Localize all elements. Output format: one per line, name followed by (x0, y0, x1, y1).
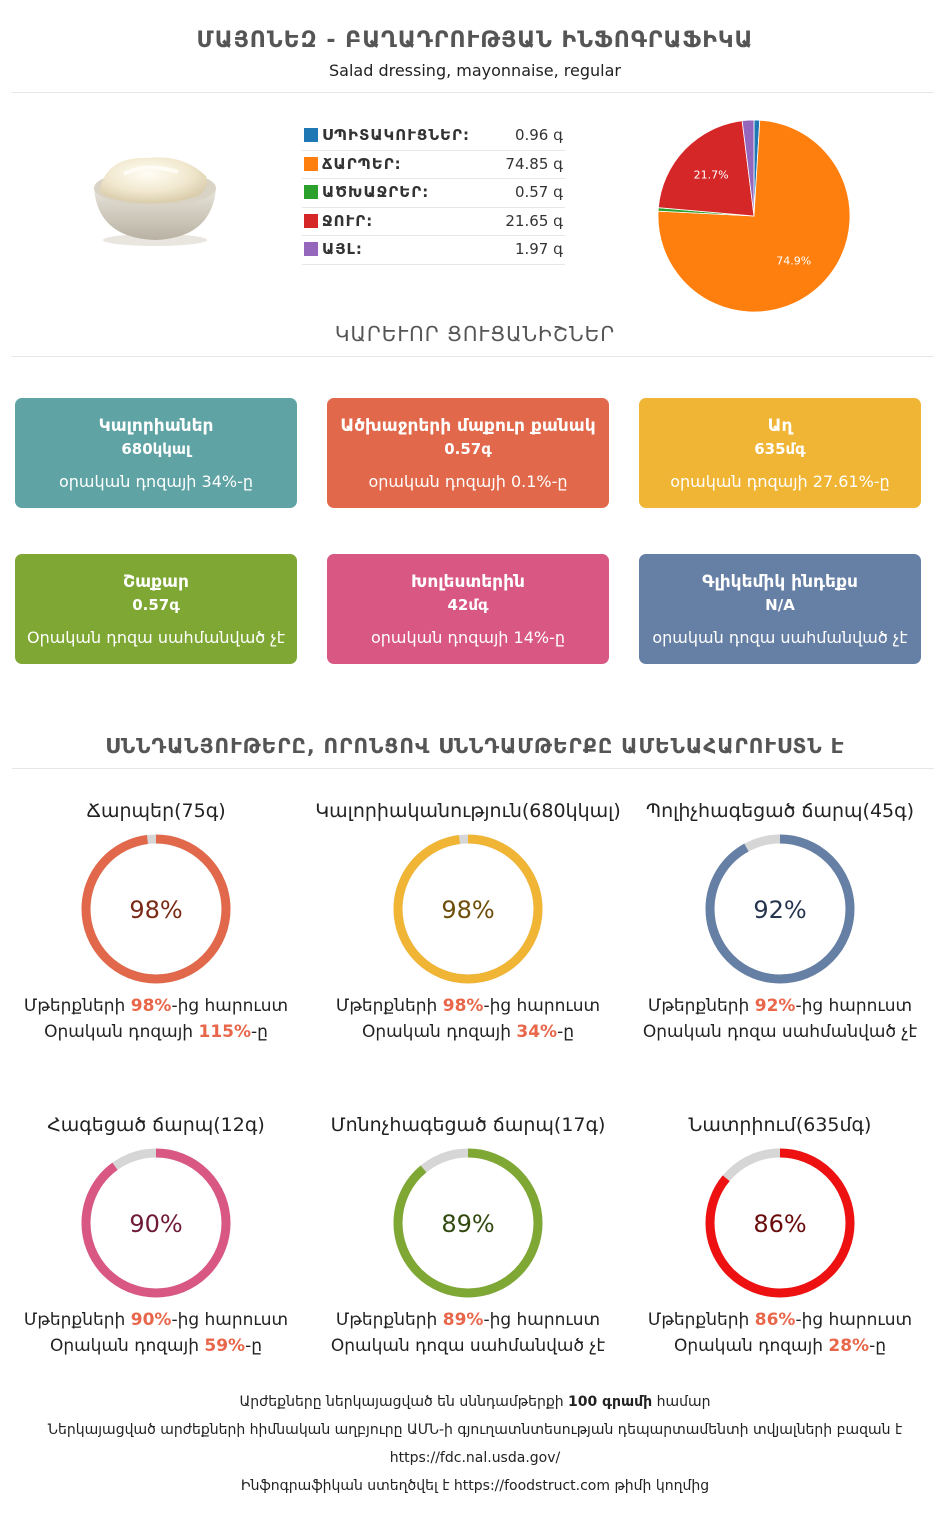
ring-arc (81, 834, 231, 984)
ring-arc (393, 834, 543, 984)
ring-title: Մոնոչհագեցած ճարպ(17գ) (330, 1114, 606, 1136)
macro-row-carbs: ԱԾԽԱՋՐԵՐ: 0.57 գ (302, 179, 565, 208)
progress-ring: 86% (705, 1148, 855, 1298)
ring-percent: 98% (129, 896, 182, 924)
ring-daily-text: Օրական դոզա սահմանված չէ (642, 1022, 918, 1042)
key-indicators-title: ԿԱՐԵՒՈՐ ՑՈՒՑԱՆԻՇՆԵՐ (334, 322, 616, 346)
macronutrient-table: ՍՊԻՏԱԿՈՒՑՆԵՐ: 0.96 գ ՃԱՐՊԵՐ: 74.85 գ ԱԾԽ… (302, 122, 565, 265)
legend-swatch (304, 242, 318, 256)
macro-value: 0.57 գ (514, 183, 563, 201)
ring-daily-text: Օրական դոզայի 59%-ը (49, 1336, 263, 1356)
ring-arc (393, 1148, 543, 1298)
progress-ring: 98% (81, 834, 231, 984)
macro-label: ՋՈՒՐ: (322, 211, 374, 230)
ring-arc (81, 1148, 231, 1298)
card-amount: 42մգ (447, 596, 489, 614)
card-title: Աղ (767, 416, 793, 436)
page-title: ՄԱՅՈՆԵԶ - ԲԱՂԱԴՐՈՒԹՅԱՆ ԻՆՖՈԳՐԱՖԻԿԱ (196, 28, 754, 53)
macronutrient-pie-chart: 74.9% 21.7% (657, 119, 851, 313)
footer-credit: Ինֆոգրաֆիկան ստեղծվել է https://foodstru… (240, 1478, 710, 1494)
footer-source-note: Ներկայացված արժեքների հիմնական աղբյուրը … (47, 1422, 903, 1438)
ring-percent: 98% (441, 896, 494, 924)
mayonnaise-bowl-image (94, 157, 216, 246)
card-title: Գլիկեմիկ ինդեքս (702, 572, 858, 592)
ring-rich-text: Մթերքների 92%-ից հարուստ (647, 996, 913, 1016)
divider (12, 768, 934, 769)
macro-row-other: ԱՅԼ: 1.97 գ (302, 236, 565, 265)
footer-note-per-100g: Արժեքները ներկայացված են սննդամթերքի 100… (239, 1394, 711, 1410)
macro-label: ԱՅԼ: (322, 240, 363, 258)
pie-slice (741, 119, 755, 217)
card-amount: 680կկալ (121, 440, 191, 458)
ring-arc (705, 1148, 855, 1298)
card-glycemic-index: Գլիկեմիկ ինդեքս N/A օրական դոզա սահմանվա… (639, 554, 921, 664)
pie-slice-label: 74.9% (776, 254, 811, 267)
macro-label: ԱԾԽԱՋՐԵՐ: (322, 183, 430, 201)
ring-daily-text: Օրական դոզայի 34%-ը (361, 1022, 575, 1042)
card-note: օրական դոզայի 14%-ը (371, 628, 565, 647)
macro-value: 74.85 գ (505, 154, 563, 173)
card-cholesterol: Խոլեստերին 42մգ օրական դոզայի 14%-ը (327, 554, 609, 664)
ring-percent: 86% (753, 1210, 806, 1238)
pie-slice (657, 120, 755, 217)
card-net-carbs: Ածխաջրերի մաքուր քանակ 0.57գ օրական դոզա… (327, 398, 609, 508)
ring-percent: 92% (753, 896, 806, 924)
rich-nutrients-title: ՍՆՆԴԱՆՅՈՒԹԵՐԸ, ՈՐՈՆՑՈՎ ՍՆՆԴԱՄԹԵՐՔԸ ԱՄԵՆԱ… (105, 734, 845, 758)
macro-value: 0.96 գ (514, 126, 563, 144)
legend-swatch (304, 213, 318, 228)
legend-swatch (304, 185, 318, 199)
card-title: Շաքար (123, 572, 189, 592)
card-note: օրական դոզա սահմանված չէ (652, 628, 908, 647)
ring-daily-text: Օրական դոզայի 28%-ը (673, 1336, 887, 1356)
card-title: Կալորիաներ (98, 416, 214, 436)
legend-swatch (304, 128, 318, 142)
card-sugar: Շաքար 0.57գ Օրական դոզա սահմանված չէ (15, 554, 297, 664)
macro-label: ՃԱՐՊԵՐ: (322, 154, 402, 173)
card-title: Ածխաջրերի մաքուր քանակ (340, 416, 596, 436)
ring-daily-text: Օրական դոզայի 115%-ը (44, 1022, 268, 1042)
card-amount: 635մգ (754, 440, 806, 458)
progress-ring: 89% (393, 1148, 543, 1298)
foodstruct-link[interactable]: https://foodstruct.com (453, 1478, 610, 1494)
card-amount: 0.57գ (444, 440, 492, 458)
divider (12, 356, 934, 357)
ring-rich-text: Մթերքների 89%-ից հարուստ (335, 1310, 601, 1330)
ring-title: Հագեցած ճարպ(12գ) (47, 1114, 265, 1136)
progress-ring: 90% (81, 1148, 231, 1298)
pie-slice-label: 21.7% (694, 169, 729, 182)
card-note: օրական դոզայի 27.61%-ը (670, 472, 890, 491)
ring-rich-text: Մթերքների 98%-ից հարուստ (23, 996, 289, 1016)
footer-source-link[interactable]: https://fdc.nal.usda.gov/ (389, 1450, 561, 1466)
ring-rich-text: Մթերքների 86%-ից հարուստ (647, 1310, 913, 1330)
ring-title: Ճարպեր(75գ) (86, 800, 226, 822)
card-salt: Աղ 635մգ օրական դոզայի 27.61%-ը (639, 398, 921, 508)
ring-rich-text: Մթերքների 98%-ից հարուստ (335, 996, 601, 1016)
card-amount: N/A (765, 596, 795, 614)
macro-row-water: ՋՈՒՐ: 21.65 գ (302, 208, 565, 236)
divider (12, 92, 934, 93)
ring-percent: 89% (441, 1210, 494, 1238)
card-amount: 0.57գ (132, 596, 180, 614)
ring-title: Կալորիականություն(680կկալ) (315, 800, 621, 822)
macro-label: ՍՊԻՏԱԿՈՒՑՆԵՐ: (322, 126, 470, 144)
legend-swatch (304, 156, 318, 171)
macro-value: 21.65 գ (505, 211, 563, 230)
ring-title: Պոլիչհագեցած ճարպ(45գ) (645, 800, 915, 822)
ring-percent: 90% (129, 1210, 182, 1238)
card-calories: Կալորիաներ 680կկալ օրական դոզայի 34%-ը (15, 398, 297, 508)
card-title: Խոլեստերին (411, 572, 525, 592)
page-subtitle: Salad dressing, mayonnaise, regular (329, 61, 621, 80)
macro-value: 1.97 գ (514, 240, 563, 258)
ring-title: Նատրիում(635մգ) (688, 1114, 872, 1136)
ring-daily-text: Օրական դոզա սահմանված չէ (330, 1336, 606, 1356)
progress-ring: 92% (705, 834, 855, 984)
progress-ring: 98% (393, 834, 543, 984)
ring-rich-text: Մթերքների 90%-ից հարուստ (23, 1310, 289, 1330)
ring-arc (705, 834, 855, 984)
card-note: Օրական դոզա սահմանված չէ (26, 628, 286, 647)
macro-row-protein: ՍՊԻՏԱԿՈՒՑՆԵՐ: 0.96 գ (302, 122, 565, 151)
macro-row-fat: ՃԱՐՊԵՐ: 74.85 գ (302, 151, 565, 179)
card-note: օրական դոզայի 34%-ը (59, 472, 253, 491)
card-note: օրական դոզայի 0.1%-ը (368, 472, 568, 491)
